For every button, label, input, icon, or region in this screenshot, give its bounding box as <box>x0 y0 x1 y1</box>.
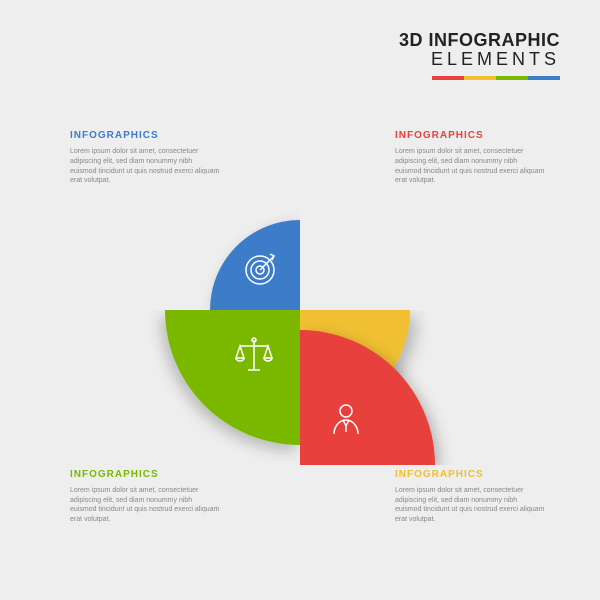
header-bar-seg-yellow <box>464 76 496 80</box>
textblock-top-right: INFOGRAPHICS Lorem ipsum dolor sit amet,… <box>395 130 545 186</box>
target-icon <box>236 246 284 294</box>
header-title-line2: ELEMENTS <box>399 49 560 70</box>
header-bar-seg-green <box>496 76 528 80</box>
label-top-left: INFOGRAPHICS <box>70 130 220 141</box>
textblock-bottom-left: INFOGRAPHICS Lorem ipsum dolor sit amet,… <box>70 469 220 525</box>
body-bottom-right: Lorem ipsum dolor sit amet, consectetuer… <box>395 486 545 525</box>
scales-icon <box>230 332 278 380</box>
body-top-left: Lorem ipsum dolor sit amet, consectetuer… <box>70 147 220 186</box>
header-title-line1: 3D INFOGRAPHIC <box>399 30 560 51</box>
header-bar-seg-red <box>432 76 464 80</box>
body-top-right: Lorem ipsum dolor sit amet, consectetuer… <box>395 147 545 186</box>
label-bottom-left: INFOGRAPHICS <box>70 469 220 480</box>
textblock-bottom-right: INFOGRAPHICS Lorem ipsum dolor sit amet,… <box>395 469 545 525</box>
quadrant-top-right <box>300 310 455 465</box>
header: 3D INFOGRAPHIC ELEMENTS <box>399 30 560 80</box>
label-top-right: INFOGRAPHICS <box>395 130 545 141</box>
textblock-top-left: INFOGRAPHICS Lorem ipsum dolor sit amet,… <box>70 130 220 186</box>
body-bottom-left: Lorem ipsum dolor sit amet, consectetuer… <box>70 486 220 525</box>
header-bar-seg-blue <box>528 76 560 80</box>
person-icon <box>322 395 370 443</box>
label-bottom-right: INFOGRAPHICS <box>395 469 545 480</box>
header-color-bar <box>432 76 560 80</box>
